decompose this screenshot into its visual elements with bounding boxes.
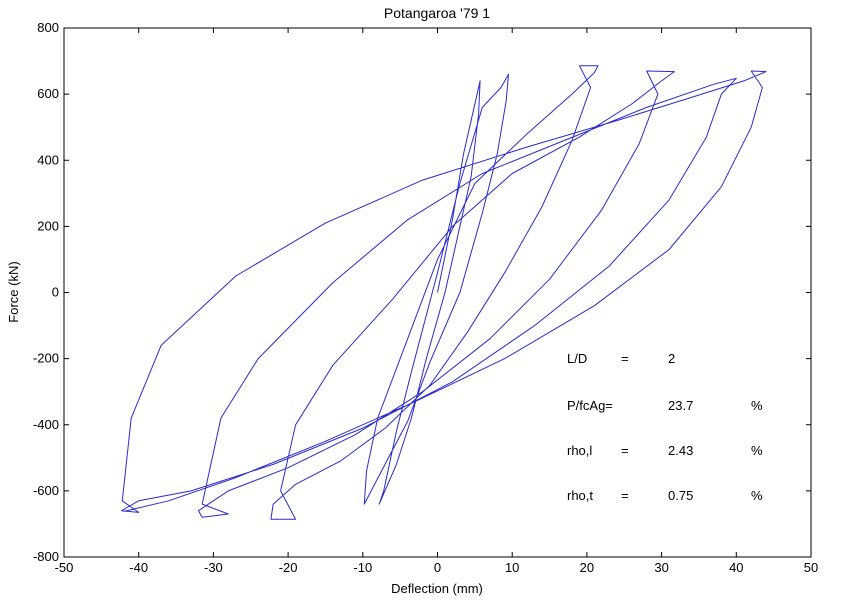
x-tick-label: -50 (55, 560, 74, 575)
y-axis: -800 -600 -400 -200 0 200 400 600 800 (33, 20, 811, 564)
annotation-unit: % (751, 398, 763, 413)
x-tick-label: 0 (434, 560, 441, 575)
chart-title: Potangaroa '79 1 (384, 5, 490, 21)
x-axis: -50 -40 -30 -20 -10 0 10 20 30 40 50 (55, 28, 818, 575)
x-tick-label: -30 (204, 560, 223, 575)
y-tick-label: -600 (33, 483, 59, 498)
x-tick-label: 50 (804, 560, 818, 575)
annotation-equals: = (621, 443, 629, 458)
annotation-equals: = (621, 488, 629, 503)
x-tick-label: 20 (580, 560, 594, 575)
y-tick-label: -400 (33, 417, 59, 432)
x-tick-label: -10 (353, 560, 372, 575)
annotation-unit: % (751, 443, 763, 458)
annotation-value: 2.43 (668, 443, 693, 458)
y-tick-label: 0 (52, 285, 59, 300)
x-tick-label: -40 (129, 560, 148, 575)
y-tick-label: 400 (37, 152, 59, 167)
x-axis-title: Deflection (mm) (391, 581, 483, 596)
x-tick-label: 40 (729, 560, 743, 575)
y-axis-title: Force (kN) (6, 261, 21, 322)
series-group (121, 65, 767, 520)
y-tick-label: -200 (33, 351, 59, 366)
annotation-label: rho,l (567, 443, 592, 458)
annotation-value: 23.7 (668, 398, 693, 413)
annotation-value: 2 (668, 351, 675, 366)
annotation-value: 0.75 (668, 488, 693, 503)
hysteresis-curve (121, 65, 767, 520)
x-tick-label: 30 (654, 560, 668, 575)
y-tick-label: -800 (33, 549, 59, 564)
x-tick-label: -20 (279, 560, 298, 575)
annotation-equals: = (621, 351, 629, 366)
annotation-label: rho,t (567, 488, 593, 503)
y-tick-label: 200 (37, 218, 59, 233)
parameter-annotations: L/D = 2 P/fcAg= 23.7 % rho,l = 2.43 % rho,t = 0.75% (567, 351, 763, 503)
annotation-label: P/fcAg= (567, 398, 613, 413)
annotation-label: L/D (567, 351, 587, 366)
annotation-unit: % (751, 488, 763, 503)
y-tick-label: 800 (37, 20, 59, 35)
y-tick-label: 600 (37, 86, 59, 101)
x-tick-label: 10 (505, 560, 519, 575)
